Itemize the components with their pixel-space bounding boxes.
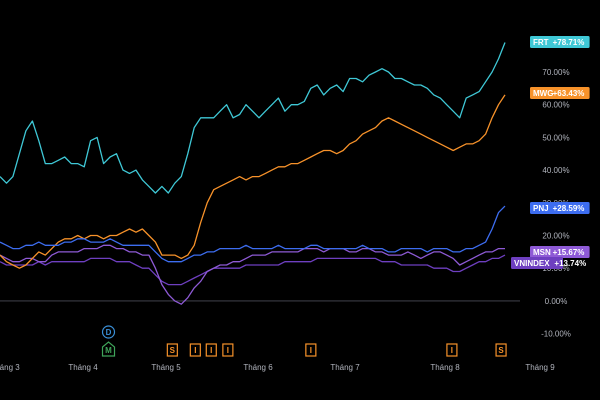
- event-marker-label: I: [210, 346, 212, 355]
- y-tick-label: 20.00%: [542, 232, 569, 241]
- y-tick-label: 70.00%: [542, 68, 569, 77]
- series-label-background: [530, 202, 590, 214]
- series-label-value: +28.59%: [553, 204, 585, 213]
- event-marker-i[interactable]: I: [189, 343, 201, 357]
- event-marker-shape: [189, 343, 201, 357]
- series-line-msn: [0, 244, 505, 305]
- x-tick-label: Tháng 3: [0, 363, 20, 372]
- y-tick-label: -10.00%: [541, 330, 571, 339]
- y-tick-label: 0.00%: [545, 297, 568, 306]
- series-label-frt: FRT +78.71%: [530, 36, 590, 48]
- x-axis-band: [0, 358, 600, 400]
- y-tick-label: 40.00%: [542, 166, 569, 175]
- series-label-name: MWG: [533, 89, 553, 98]
- series-label-vnindex: VNINDEX +13.74%: [511, 257, 586, 269]
- event-marker-i[interactable]: I: [305, 343, 317, 357]
- series-labels: FRT +78.71% MWG +63.43% PNJ +28.59% MSN +15.67%…: [511, 36, 590, 269]
- series-label-name: MSN: [533, 248, 551, 257]
- y-tick-label: 60.00%: [542, 101, 569, 110]
- series-label-name: FRT: [533, 38, 549, 47]
- series-line-frt: [0, 42, 506, 194]
- x-tick-label: Tháng 5: [151, 363, 181, 372]
- series-label-background: [530, 87, 590, 99]
- event-markers: DM S I I I I I S: [101, 325, 507, 357]
- series-label-background: [530, 36, 590, 48]
- event-marker-d[interactable]: D: [101, 325, 116, 339]
- x-axis: Tháng 3 Tháng 4 Tháng 5 Tháng 6 Tháng 7 Tháng…: [0, 358, 600, 400]
- event-marker-label: S: [170, 346, 176, 355]
- series-line-pnj: [0, 205, 506, 263]
- series-line-vnindex: [0, 254, 506, 286]
- event-marker-shape: [101, 341, 116, 357]
- series-label-value: +13.74%: [554, 259, 586, 268]
- series-label-background: [530, 246, 590, 258]
- series-label-mwg: MWG +63.43%: [530, 87, 590, 99]
- series-label-name: PNJ: [533, 204, 549, 213]
- x-tick-label: Tháng 6: [243, 363, 273, 372]
- event-marker-label: M: [105, 346, 112, 355]
- event-marker-shape: [166, 343, 178, 357]
- event-marker-label: I: [227, 346, 229, 355]
- event-marker-i[interactable]: I: [446, 343, 458, 357]
- event-marker-shape: [305, 343, 317, 357]
- series-lines: [0, 42, 506, 305]
- series-label-name: VNINDEX: [514, 259, 550, 268]
- series-label-value: +15.67%: [553, 248, 585, 257]
- event-marker-i[interactable]: I: [205, 343, 217, 357]
- series-label-value: +78.71%: [553, 38, 585, 47]
- x-tick-label: Tháng 7: [330, 363, 360, 372]
- event-marker-label: S: [498, 346, 504, 355]
- event-marker-shape: [495, 343, 507, 357]
- x-tick-label: Tháng 9: [525, 363, 555, 372]
- event-marker-label: I: [451, 346, 453, 355]
- event-marker-label: I: [310, 346, 312, 355]
- event-marker-i[interactable]: I: [222, 343, 234, 357]
- event-marker-label: D: [106, 328, 112, 337]
- y-tick-label: 50.00%: [542, 133, 569, 142]
- event-marker-label: I: [194, 346, 196, 355]
- event-marker-s[interactable]: S: [166, 343, 178, 357]
- series-label-pnj: PNJ +28.59%: [530, 202, 590, 214]
- event-marker-shape: [446, 343, 458, 357]
- series-label-msn: MSN +15.67%: [530, 246, 590, 258]
- x-tick-label: Tháng 4: [68, 363, 98, 372]
- series-label-background: [511, 257, 563, 269]
- event-marker-shape: [101, 325, 116, 339]
- event-marker-shape: [205, 343, 217, 357]
- event-marker-s[interactable]: S: [495, 343, 507, 357]
- event-marker-m[interactable]: M: [101, 341, 116, 357]
- series-label-value: +63.43%: [553, 89, 585, 98]
- x-tick-label: Tháng 8: [430, 363, 460, 372]
- event-marker-shape: [222, 343, 234, 357]
